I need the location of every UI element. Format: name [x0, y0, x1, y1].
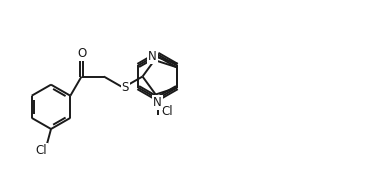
Text: S: S: [121, 81, 129, 94]
Text: N: N: [148, 50, 157, 63]
Text: Cl: Cl: [162, 105, 173, 118]
Text: N: N: [153, 96, 162, 109]
Text: Cl: Cl: [35, 144, 47, 157]
Text: O: O: [77, 47, 86, 60]
